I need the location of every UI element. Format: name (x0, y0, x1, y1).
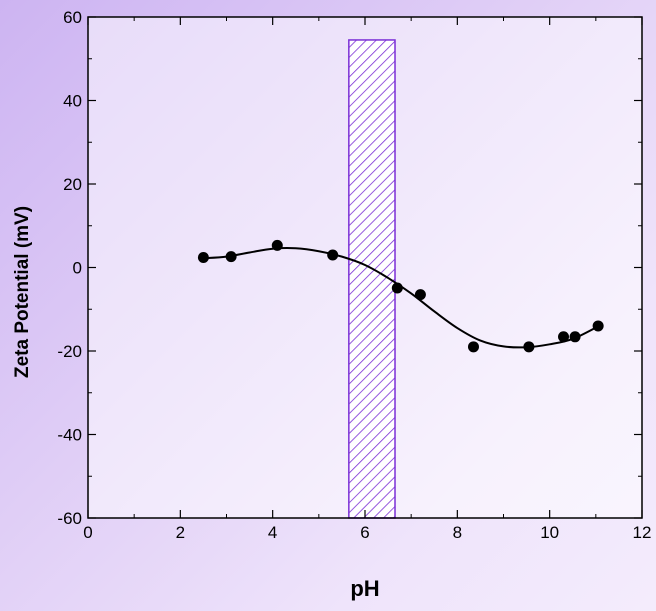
y-tick-label: 20 (63, 175, 82, 194)
hatched-region (348, 39, 396, 519)
y-tick-label: -60 (57, 509, 82, 528)
y-tick-label: 0 (73, 259, 82, 278)
x-tick-label: 0 (83, 523, 92, 542)
x-tick-label: 12 (633, 523, 652, 542)
y-tick-label: 40 (63, 92, 82, 111)
data-point (225, 251, 237, 263)
y-tick-label: -20 (57, 342, 82, 361)
data-point (391, 282, 403, 294)
data-point (414, 289, 426, 301)
y-axis-title: Zeta Potential (mV) (12, 206, 33, 378)
data-point (271, 239, 283, 251)
y-tick-label: -40 (57, 426, 82, 445)
x-tick-label: 10 (540, 523, 559, 542)
x-tick-label: 2 (176, 523, 185, 542)
data-point (569, 331, 581, 343)
data-point (327, 249, 339, 261)
data-point (467, 341, 479, 353)
data-point (523, 341, 535, 353)
x-tick-label: 4 (268, 523, 277, 542)
y-tick-label: 60 (63, 8, 82, 27)
x-tick-label: 8 (453, 523, 462, 542)
data-point (592, 320, 604, 332)
x-tick-label: 6 (360, 523, 369, 542)
data-point (558, 331, 570, 343)
x-axis-title: pH (350, 576, 379, 601)
data-point (197, 251, 209, 263)
